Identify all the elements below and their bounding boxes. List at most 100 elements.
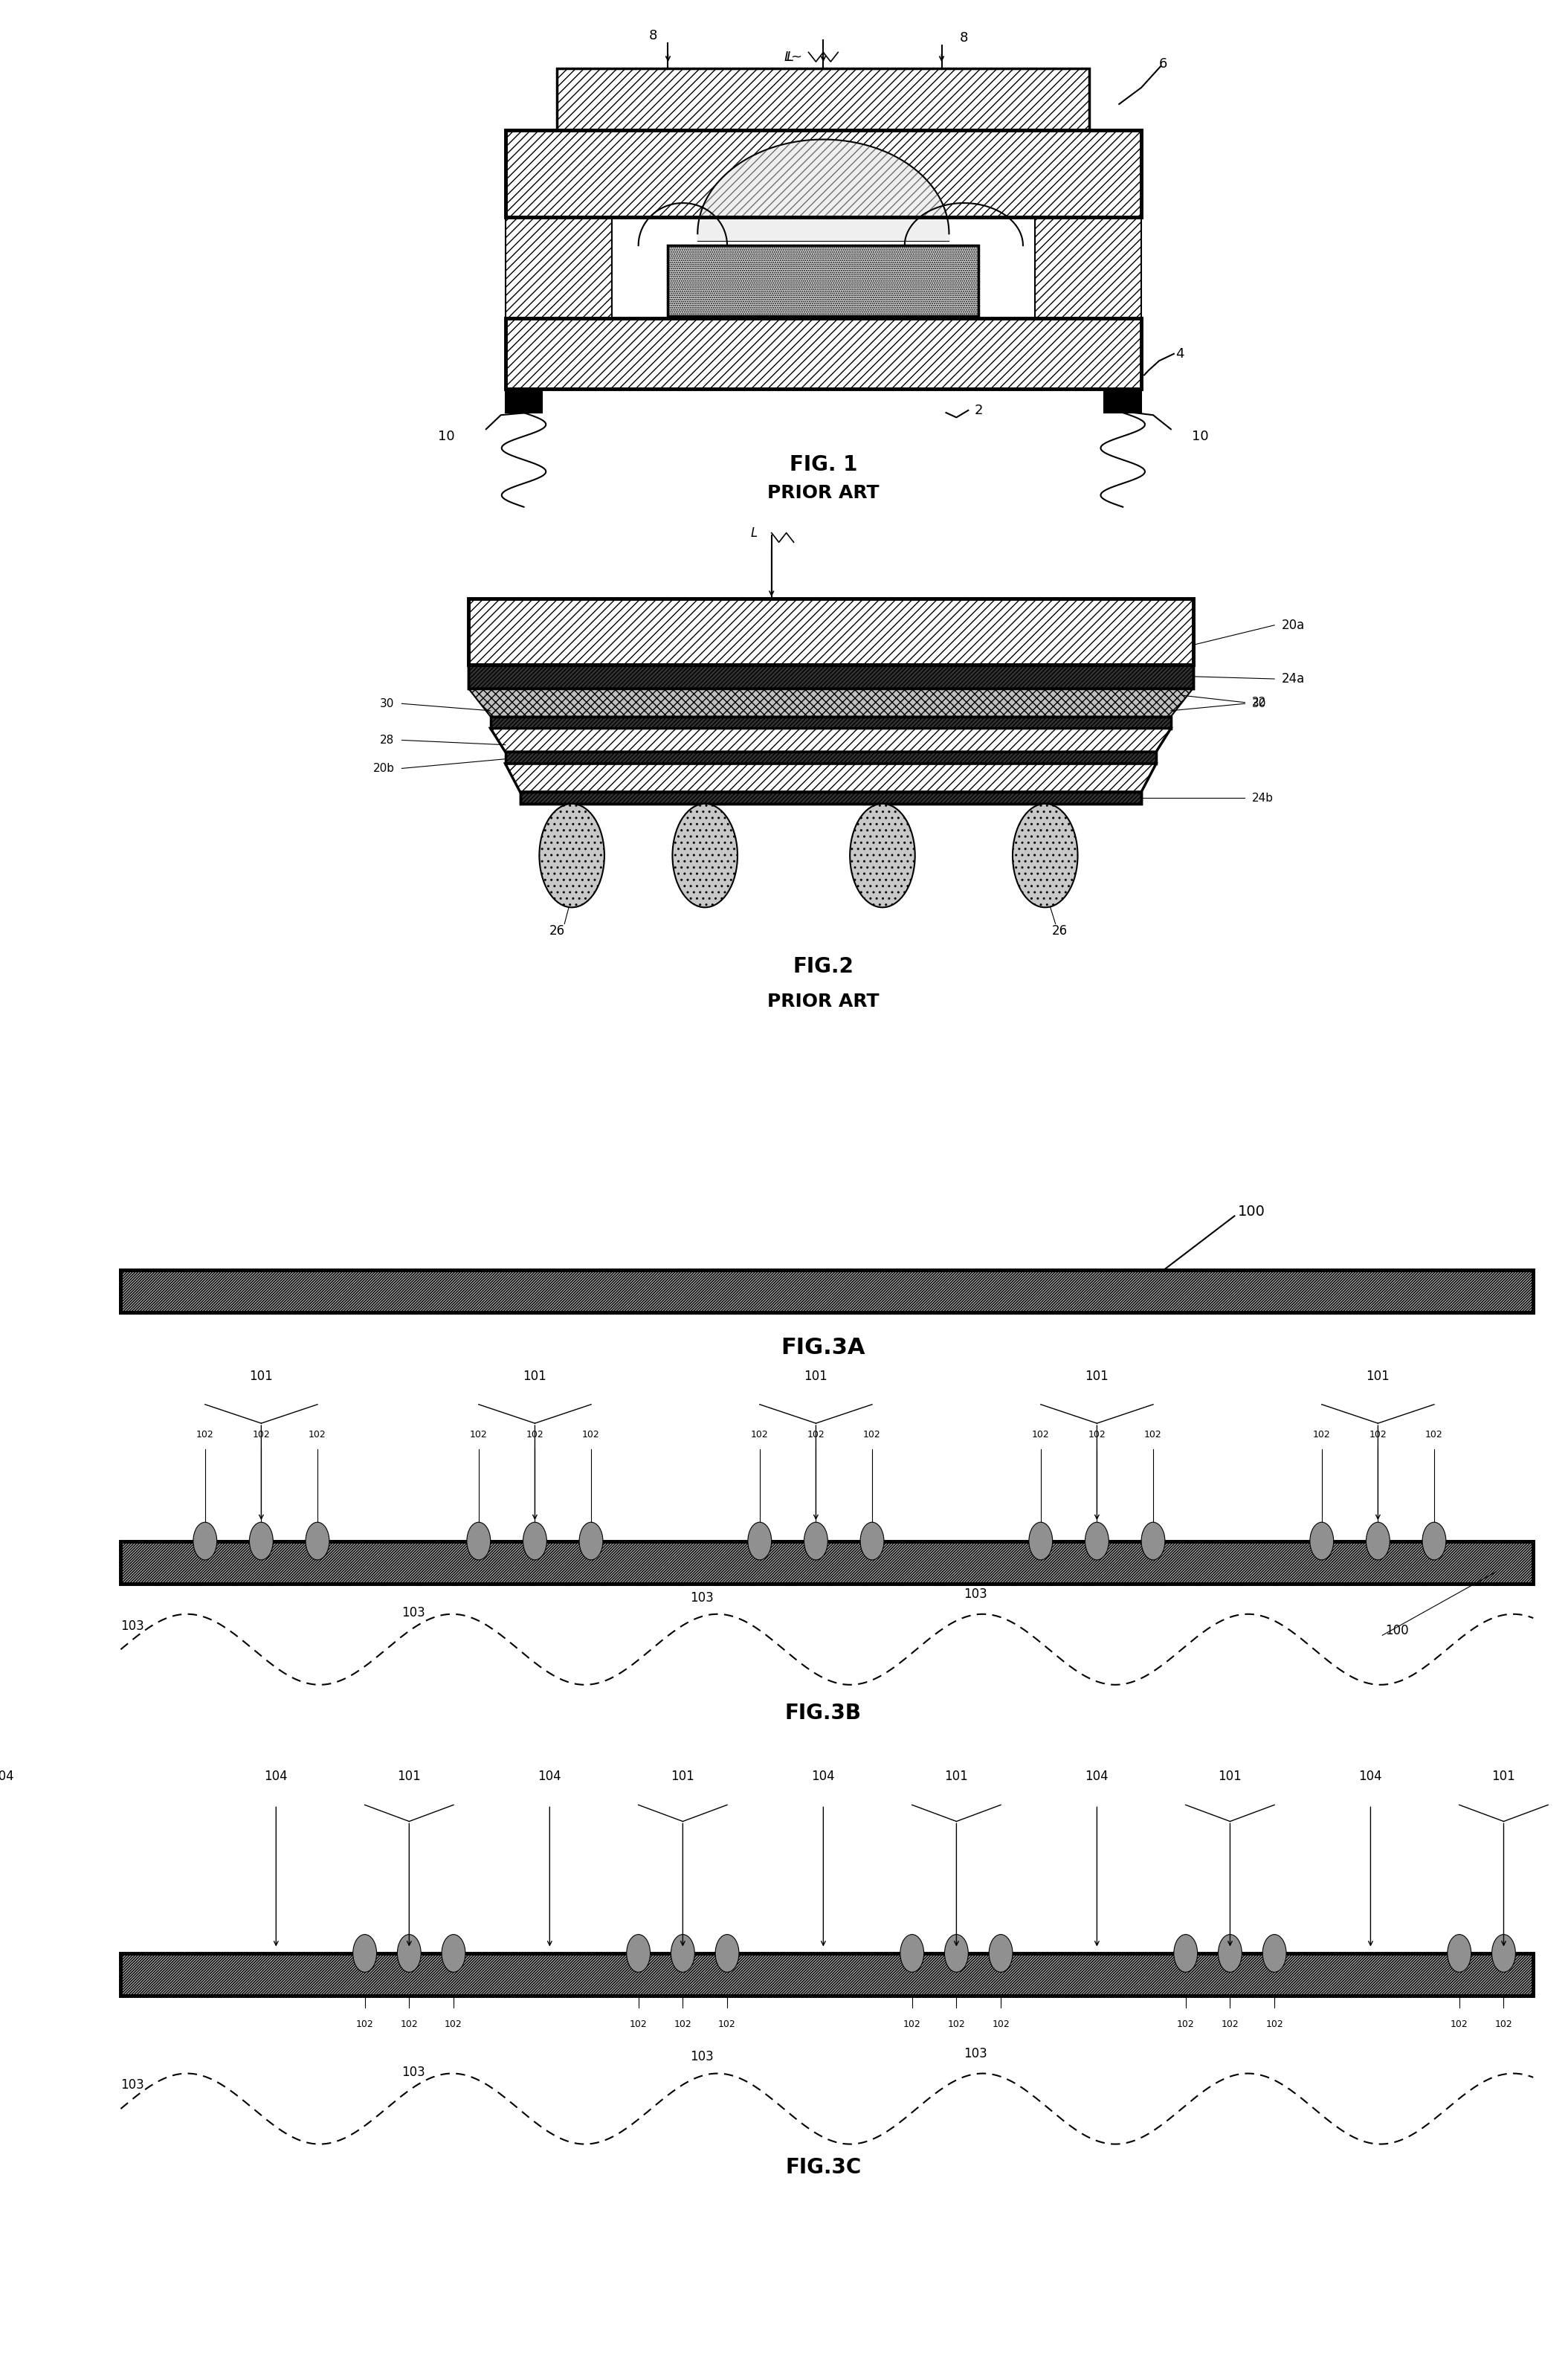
Text: 101: 101 xyxy=(944,1770,967,1784)
Text: 102: 102 xyxy=(630,2018,648,2028)
Bar xyxy=(1104,388,1142,412)
Circle shape xyxy=(1422,1521,1446,1559)
Text: 102: 102 xyxy=(309,1429,326,1441)
Text: 24b: 24b xyxy=(1253,793,1273,804)
Circle shape xyxy=(539,804,604,909)
Text: 102: 102 xyxy=(1369,1429,1386,1441)
Text: 102: 102 xyxy=(1425,1429,1443,1441)
Circle shape xyxy=(249,1521,273,1559)
Circle shape xyxy=(944,1935,969,1973)
Bar xyxy=(505,752,1156,764)
Bar xyxy=(469,599,1193,665)
Circle shape xyxy=(1085,1521,1109,1559)
Text: 103: 103 xyxy=(964,2047,988,2061)
Bar xyxy=(557,69,1090,130)
Text: 101: 101 xyxy=(1085,1370,1109,1382)
Text: FIG.2: FIG.2 xyxy=(793,956,853,977)
Circle shape xyxy=(1013,804,1077,909)
Bar xyxy=(121,1954,1534,1995)
Text: 103: 103 xyxy=(690,1590,713,1604)
Text: 30: 30 xyxy=(1253,698,1267,710)
Text: 30: 30 xyxy=(379,698,395,710)
Circle shape xyxy=(1262,1935,1286,1973)
Circle shape xyxy=(1366,1521,1389,1559)
Text: 102: 102 xyxy=(903,2018,920,2028)
Text: 103: 103 xyxy=(121,1618,144,1633)
Circle shape xyxy=(1142,1521,1165,1559)
Circle shape xyxy=(353,1935,376,1973)
Text: 20a: 20a xyxy=(1281,618,1305,632)
Bar xyxy=(521,793,1142,804)
Text: 4: 4 xyxy=(1176,348,1184,360)
Text: 102: 102 xyxy=(252,1429,270,1441)
Text: 102: 102 xyxy=(400,2018,419,2028)
Text: 102: 102 xyxy=(864,1429,881,1441)
Text: 102: 102 xyxy=(993,2018,1010,2028)
Text: 100: 100 xyxy=(1237,1204,1265,1218)
Text: 8: 8 xyxy=(649,28,657,43)
Bar xyxy=(469,599,1193,665)
Circle shape xyxy=(748,1521,771,1559)
Text: 102: 102 xyxy=(751,1429,768,1441)
Bar xyxy=(505,319,1142,388)
Text: FIG.3A: FIG.3A xyxy=(781,1337,866,1358)
Text: 101: 101 xyxy=(804,1370,828,1382)
Bar xyxy=(521,793,1142,804)
Bar xyxy=(469,665,1193,689)
Circle shape xyxy=(193,1521,216,1559)
Bar xyxy=(1035,218,1142,331)
Text: 102: 102 xyxy=(1312,1429,1331,1441)
Text: 102: 102 xyxy=(674,2018,691,2028)
Circle shape xyxy=(627,1935,651,1973)
Text: 102: 102 xyxy=(445,2018,463,2028)
Circle shape xyxy=(524,1521,547,1559)
Bar xyxy=(121,1954,1534,1995)
Text: 101: 101 xyxy=(524,1370,547,1382)
Circle shape xyxy=(989,1935,1013,1973)
Text: 102: 102 xyxy=(718,2018,735,2028)
Bar xyxy=(491,717,1171,729)
Text: L: L xyxy=(751,525,757,539)
Circle shape xyxy=(715,1935,739,1973)
Bar xyxy=(668,246,978,317)
Text: 6: 6 xyxy=(1159,57,1168,71)
Text: 101: 101 xyxy=(249,1370,273,1382)
Bar xyxy=(121,1271,1534,1313)
Bar xyxy=(121,1540,1534,1583)
Text: FIG.3C: FIG.3C xyxy=(786,2158,861,2179)
Text: PRIOR ART: PRIOR ART xyxy=(767,994,880,1010)
Text: 26: 26 xyxy=(549,925,564,937)
Text: FIG. 1: FIG. 1 xyxy=(789,454,858,476)
Text: 102: 102 xyxy=(470,1429,488,1441)
Text: 102: 102 xyxy=(1265,2018,1283,2028)
Text: FIG.3B: FIG.3B xyxy=(786,1704,861,1722)
Text: 28: 28 xyxy=(379,733,395,745)
Circle shape xyxy=(467,1521,491,1559)
Text: PRIOR ART: PRIOR ART xyxy=(767,485,880,502)
Text: 104: 104 xyxy=(0,1770,14,1784)
Circle shape xyxy=(900,1935,924,1973)
Text: 102: 102 xyxy=(808,1429,825,1441)
Circle shape xyxy=(1491,1935,1516,1973)
Text: 101: 101 xyxy=(1218,1770,1242,1784)
Circle shape xyxy=(1029,1521,1052,1559)
Circle shape xyxy=(804,1521,828,1559)
Text: 104: 104 xyxy=(265,1770,289,1784)
Text: 104: 104 xyxy=(812,1770,836,1784)
Bar xyxy=(505,218,612,331)
Text: 2: 2 xyxy=(974,405,983,416)
Bar xyxy=(505,130,1142,218)
Text: 102: 102 xyxy=(947,2018,966,2028)
Text: 10: 10 xyxy=(1192,431,1209,442)
Bar xyxy=(612,218,1035,331)
Text: 104: 104 xyxy=(1359,1770,1383,1784)
Polygon shape xyxy=(469,689,1193,717)
Polygon shape xyxy=(505,764,1156,793)
Bar xyxy=(505,130,1142,218)
Text: 26: 26 xyxy=(1052,925,1068,937)
Text: 8: 8 xyxy=(960,31,967,45)
Text: 102: 102 xyxy=(1494,2018,1513,2028)
Circle shape xyxy=(861,1521,884,1559)
Text: 103: 103 xyxy=(121,2077,144,2092)
Text: 102: 102 xyxy=(1145,1429,1162,1441)
